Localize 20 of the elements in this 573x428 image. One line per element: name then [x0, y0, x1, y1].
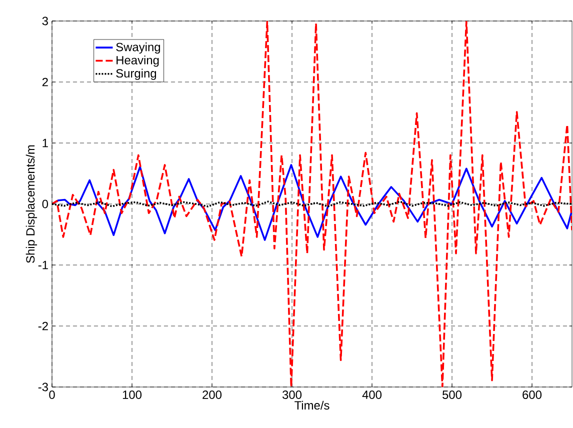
y-tick-label: -3 [38, 382, 48, 392]
y-tick-label: 3 [42, 16, 48, 26]
x-axis-title: Time/s [294, 400, 330, 410]
x-tick-label: 400 [362, 390, 382, 399]
x-tick-label: 500 [442, 390, 462, 399]
y-axis-title: Ship Displacements/m [26, 145, 38, 263]
x-tick-label: 600 [522, 390, 542, 399]
x-tick-label: 0 [49, 390, 55, 399]
y-tick-label: 1 [42, 138, 48, 148]
x-tick-label: 200 [202, 390, 222, 399]
legend-label: Swaying [116, 42, 160, 54]
x-tick-label: 300 [282, 390, 302, 399]
legend-label: Heaving [116, 56, 159, 67]
legend-label: Surging [116, 68, 156, 80]
y-tick-label: -2 [38, 322, 48, 330]
y-tick-label: 0 [42, 200, 48, 208]
line-series [52, 21, 572, 387]
y-tick-label: 2 [42, 78, 48, 86]
y-tick-label: -1 [38, 260, 48, 270]
x-tick-label: 100 [122, 390, 142, 399]
